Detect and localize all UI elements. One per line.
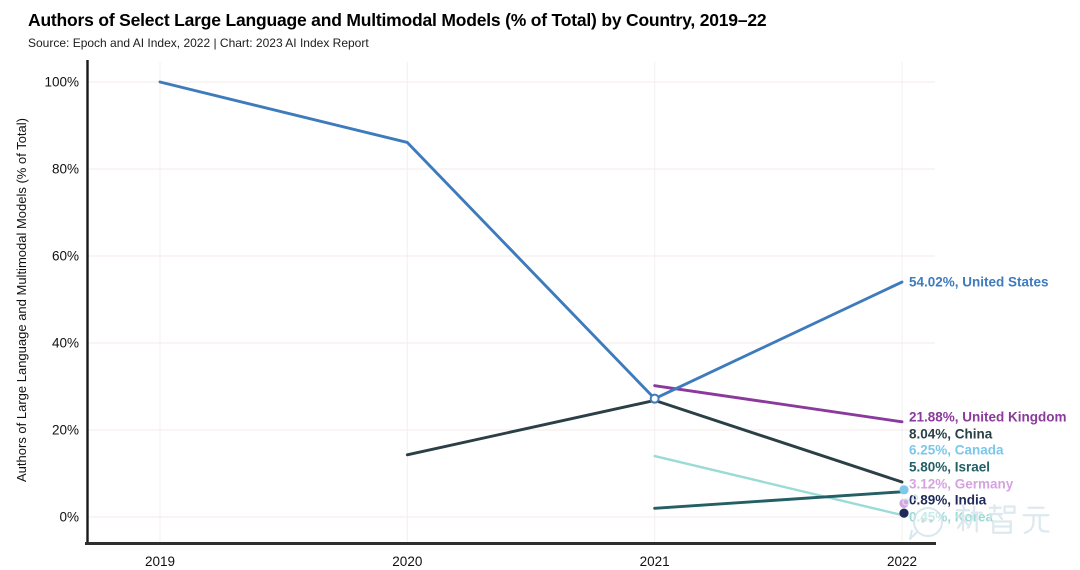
- series-line-israel[interactable]: [653, 490, 904, 510]
- series-line-united-kingdom[interactable]: [653, 384, 904, 424]
- series-label-china: 8.04%, China: [909, 427, 993, 442]
- y-tick-label: 40%: [52, 336, 79, 351]
- y-tick-label: 80%: [52, 162, 79, 177]
- series-label-canada: 6.25%, Canada: [909, 443, 1004, 458]
- series-marker-united-states[interactable]: [649, 393, 660, 404]
- watermark-character: [988, 504, 1016, 534]
- chart-title: Authors of Select Large Language and Mul…: [28, 10, 767, 30]
- watermark-logo: 新智元: [902, 494, 1050, 540]
- watermark-character: [955, 504, 983, 533]
- y-axis-title: Authors of Large Language and Multimodal…: [14, 118, 29, 482]
- y-tick-label: 100%: [44, 75, 79, 90]
- series-line-korea[interactable]: [653, 454, 904, 517]
- x-tick-label: 2020: [392, 554, 422, 569]
- series-label-united-kingdom: 21.88%, United Kingdom: [909, 410, 1067, 425]
- series-dot-canada[interactable]: [899, 485, 909, 495]
- y-tick-label: 60%: [52, 249, 79, 264]
- chart-source: Source: Epoch and AI Index, 2022 | Chart…: [28, 36, 369, 50]
- x-tick-label: 2021: [640, 554, 670, 569]
- series-label-united-states: 54.02%, United States: [909, 275, 1049, 290]
- series-label-india: 0.89%, India: [909, 493, 987, 508]
- series-label-germany: 3.12%, Germany: [909, 477, 1014, 492]
- y-tick-label: 0%: [59, 510, 79, 525]
- x-tick-label: 2019: [145, 554, 175, 569]
- series-dot-india[interactable]: [899, 508, 909, 518]
- watermark-character: [1022, 506, 1050, 534]
- y-tick-label: 20%: [52, 423, 79, 438]
- series-line-united-states[interactable]: [158, 80, 904, 401]
- series-label-israel: 5.80%, Israel: [909, 460, 990, 475]
- x-tick-label: 2022: [887, 554, 917, 569]
